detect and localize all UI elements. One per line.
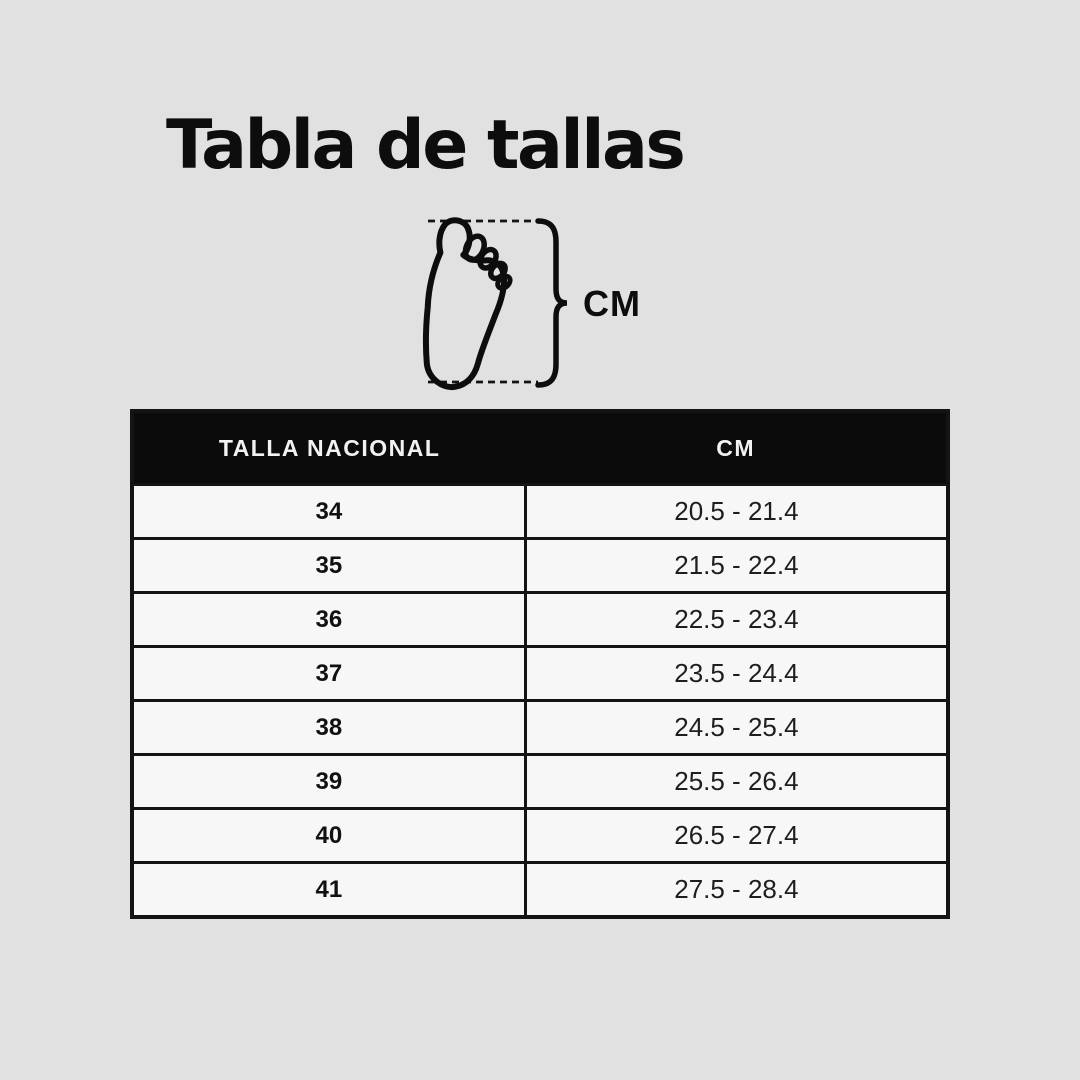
foot-outline: [422, 217, 507, 390]
table-row: 41 27.5 - 28.4: [130, 861, 950, 919]
size-cell: 34: [130, 483, 527, 540]
size-cell: 39: [130, 753, 527, 810]
size-cell: 41: [130, 861, 527, 919]
page-title: Tabla de tallas: [166, 106, 686, 185]
cm-range-cell: 21.5 - 22.4: [523, 537, 950, 594]
size-cell: 35: [130, 537, 527, 594]
size-cell: 37: [130, 645, 527, 702]
table-row: 35 21.5 - 22.4: [130, 537, 950, 594]
measure-brace-icon: [535, 218, 568, 388]
header-row: TALLA NACIONAL CM: [132, 411, 948, 485]
size-table-header: TALLA NACIONAL CM: [132, 411, 948, 485]
cm-range-cell: 25.5 - 26.4: [523, 753, 950, 810]
header-talla-nacional: TALLA NACIONAL: [132, 411, 526, 485]
table-row: 34 20.5 - 21.4: [130, 483, 950, 540]
size-cell: 40: [130, 807, 527, 864]
foot-measure-illustration: [422, 217, 568, 390]
unit-label: CM: [583, 283, 641, 324]
toe-3: [477, 246, 499, 271]
size-cell: 38: [130, 699, 527, 756]
table-row: 37 23.5 - 24.4: [130, 645, 950, 702]
cm-range-cell: 22.5 - 23.4: [523, 591, 950, 648]
table-row: 38 24.5 - 25.4: [130, 699, 950, 756]
foot-measure-diagram: CM: [420, 202, 680, 402]
cm-range-cell: 24.5 - 25.4: [523, 699, 950, 756]
table-row: 36 22.5 - 23.4: [130, 591, 950, 648]
table-row: 39 25.5 - 26.4: [130, 753, 950, 810]
table-row: 40 26.5 - 27.4: [130, 807, 950, 864]
cm-range-cell: 20.5 - 21.4: [523, 483, 950, 540]
toe-5: [495, 273, 513, 291]
cm-range-cell: 23.5 - 24.4: [523, 645, 950, 702]
size-table: TALLA NACIONAL CM 34 20.5 - 21.4 35 21.5…: [130, 409, 950, 919]
cm-range-cell: 26.5 - 27.4: [523, 807, 950, 864]
cm-range-cell: 27.5 - 28.4: [523, 861, 950, 919]
size-table-body: 34 20.5 - 21.4 35 21.5 - 22.4 36 22.5 - …: [130, 483, 950, 919]
size-cell: 36: [130, 591, 527, 648]
header-cm: CM: [525, 411, 948, 485]
foot-sole-icon: [422, 217, 513, 390]
